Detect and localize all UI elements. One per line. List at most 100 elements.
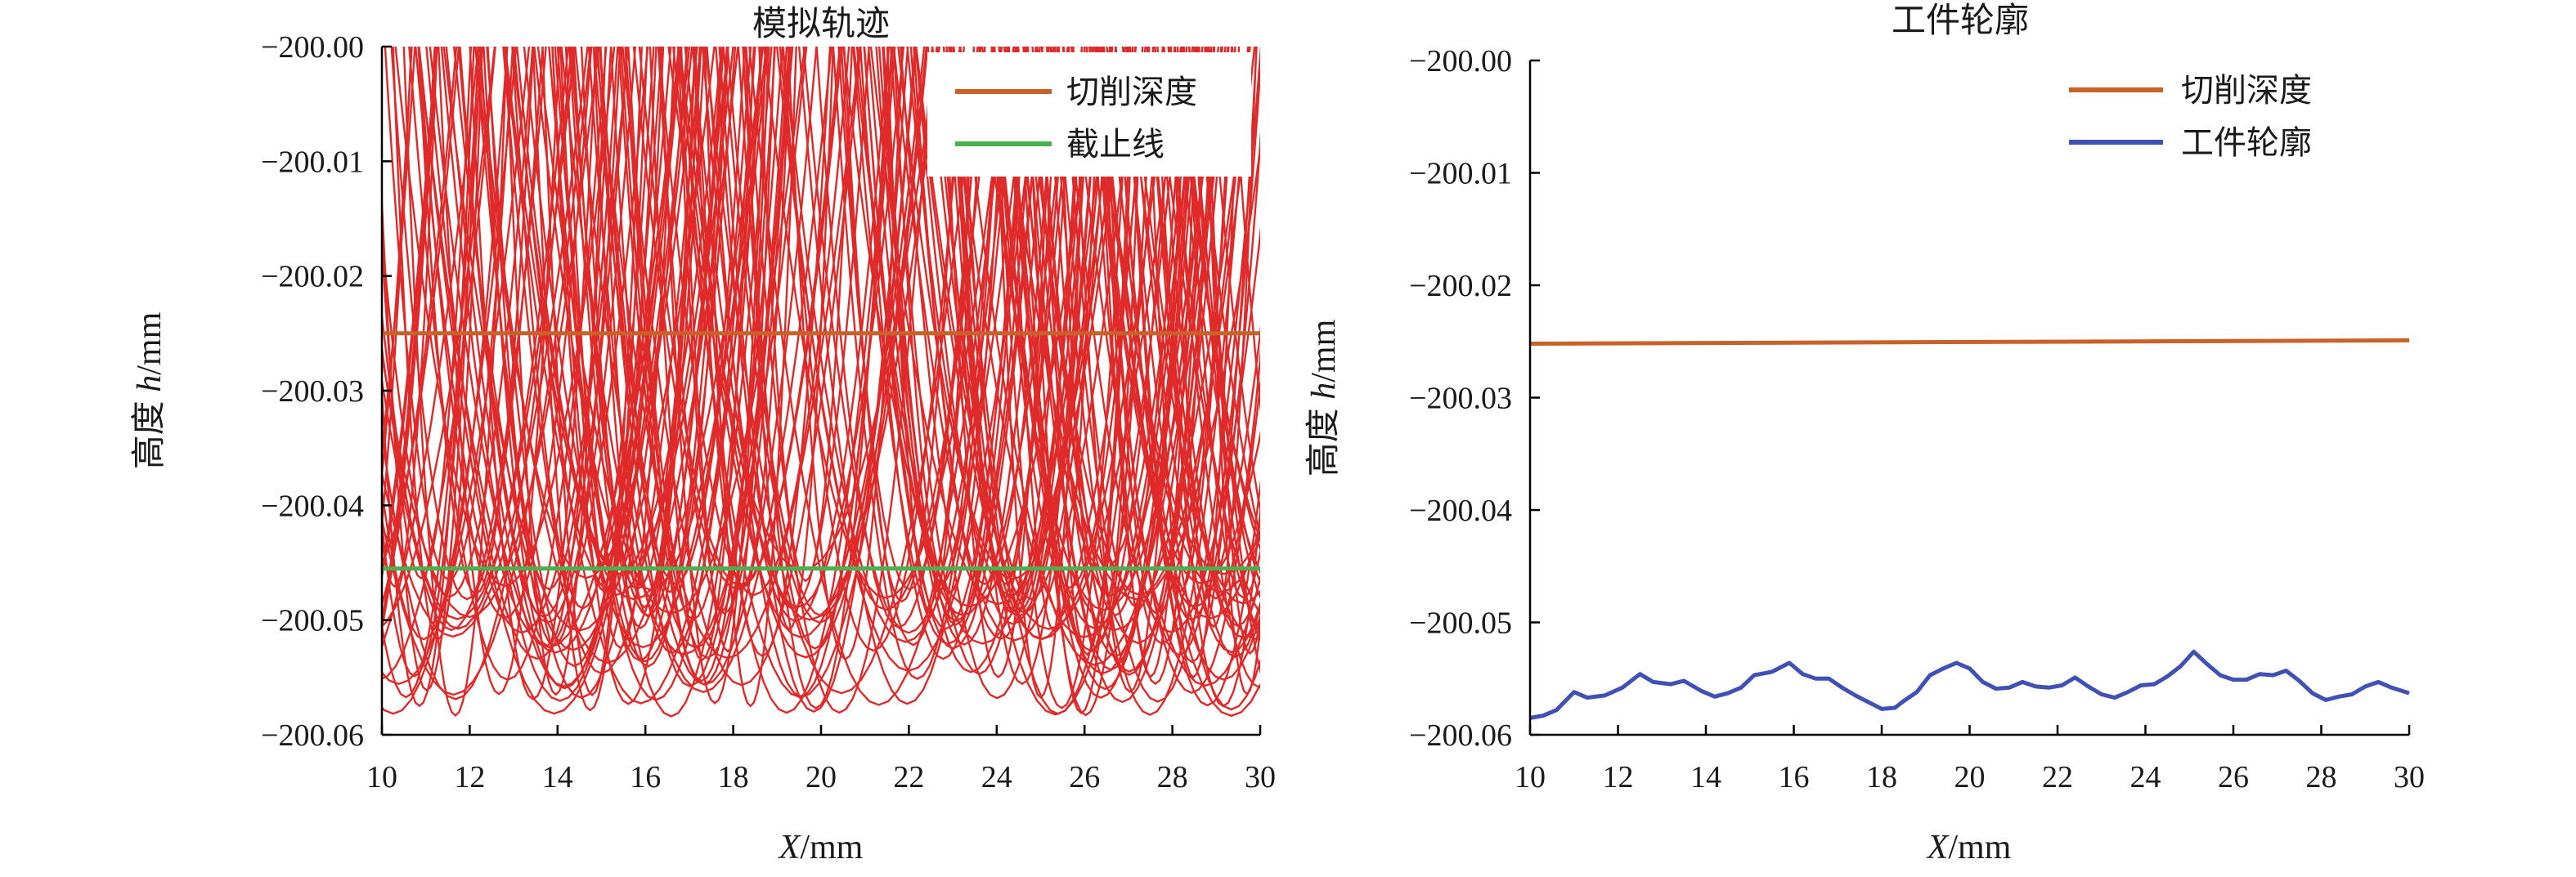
x-axis-label-unit: /mm [1948,829,2011,866]
trajectory-arc [900,47,1095,700]
trajectory-arc [487,47,622,647]
x-tick-label: 18 [1866,760,1897,794]
trajectory-arc [1208,47,1260,514]
trajectory-arc [763,47,1008,599]
x-tick-label: 26 [2218,760,2249,794]
x-tick-label: 10 [1515,760,1546,794]
trajectory-arc [1147,47,1260,659]
trajectory-arc [993,47,1131,709]
trajectory-arc [744,47,834,631]
y-tick-label: −200.02 [261,260,364,294]
trajectory-arc [382,47,572,700]
legend: 切削深度 截止线 [927,52,1251,177]
x-tick-label: 20 [806,760,837,794]
trajectory-arcs [382,47,1260,718]
trajectory-arc [592,47,697,609]
trajectory-arc [843,47,961,603]
trajectory-arc [382,47,600,619]
trajectory-arc [382,47,460,565]
workpiece-profile-chart: 工件轮廓 −200.00 −200.01 −200.02 −200.03 −200.04… [1305,2,2425,866]
x-tick-label: 10 [366,760,397,794]
trajectory-arc [1053,47,1260,703]
trajectory-arc [959,47,1230,666]
x-tick-label: 26 [1069,760,1100,794]
trajectory-arc [474,47,698,579]
legend-label-cutoff: 截止线 [1066,126,1165,163]
y-axis-label-var: h [131,375,168,392]
trajectory-arc [1169,47,1260,575]
x-tick-label: 12 [454,760,485,794]
x-tick-label: 18 [718,760,749,794]
y-tick-label: −200.00 [1409,44,1512,78]
y-axis-label-prefix: 高度 [131,392,168,470]
x-tick-label: 30 [2394,760,2425,794]
series-lines [382,331,1260,570]
trajectory-arc [610,47,729,593]
y-axis-label: 高度 h/mm [131,311,168,469]
trajectory-arc [841,47,1097,608]
y-tick-label: −200.06 [1409,718,1512,753]
trajectory-chart: 模拟轨迹 −200.00 −200.01 −200.02 −200.03 −200.04… [131,6,1276,866]
trajectory-arc [1026,47,1250,645]
trajectory-arc [1188,47,1260,640]
trajectory-arc [949,47,1114,601]
trajectory-arc [482,47,613,647]
legend-label-cut-depth: 切削深度 [1066,74,1197,110]
trajectory-arc [382,47,436,631]
trajectory-arc [948,47,1220,638]
trajectory-arc [599,47,696,618]
trajectory-arc [745,47,934,714]
x-ticks: 10 12 14 16 18 20 22 24 26 28 30 [366,725,1276,794]
trajectory-arc [797,47,1016,705]
trajectory-arc [382,47,413,536]
y-tick-label: −200.04 [261,489,364,523]
trajectory-arc [1153,47,1260,615]
trajectory-arc [1121,47,1260,711]
trajectory-arc [382,47,509,641]
legend: 切削深度 工件轮廓 [2069,72,2312,161]
trajectory-arc [418,47,691,715]
trajectory-arc [1126,47,1258,664]
x-tick-label: 12 [1603,760,1634,794]
trajectory-arc [382,47,416,458]
trajectory-arc [1128,47,1260,654]
y-ticks: −200.00 −200.01 −200.02 −200.03 −200.04 −200.… [261,30,392,753]
x-axis-label-prefix: X [778,829,802,866]
trajectory-arc [914,47,1111,625]
trajectory-arc [867,47,1075,673]
trajectory-arc [382,47,438,588]
trajectory-arc [706,47,896,698]
y-tick-label: −200.01 [1409,157,1512,191]
x-tick-label: 24 [2130,760,2161,794]
x-tick-label: 22 [893,760,924,794]
legend-label-cut-depth: 切削深度 [2181,72,2312,109]
trajectory-arc [1102,47,1200,678]
y-tick-label: −200.01 [261,145,364,179]
y-ticks: −200.00 −200.01 −200.02 −200.03 −200.04 −200.… [1409,44,1540,753]
trajectory-arc [1147,47,1260,600]
trajectory-arc [417,47,593,620]
trajectory-arc [779,47,994,611]
series-line-0 [1529,338,2410,346]
trajectory-arc [787,47,904,661]
x-axis-label: X/mm [1926,829,2012,866]
x-tick-label: 28 [1157,760,1188,794]
trajectory-arc [892,47,1138,642]
trajectory-arc [1096,47,1260,718]
x-axis-label-unit: /mm [800,829,863,866]
x-axis-label-prefix: X [1926,829,1950,866]
trajectory-arc [515,47,723,575]
trajectory-arc [1016,47,1155,717]
chart-title: 工件轮廓 [1892,2,2029,40]
trajectory-arc [993,47,1088,700]
trajectory-arc [859,47,1027,660]
trajectory-arc [440,47,680,702]
trajectory-arc [869,47,1127,606]
legend-box [927,52,1251,177]
x-tick-label: 16 [1779,760,1810,794]
series-lines [1529,338,2410,720]
trajectory-arc [382,47,496,629]
x-tick-label: 24 [981,760,1012,794]
trajectory-arc [1085,47,1260,620]
